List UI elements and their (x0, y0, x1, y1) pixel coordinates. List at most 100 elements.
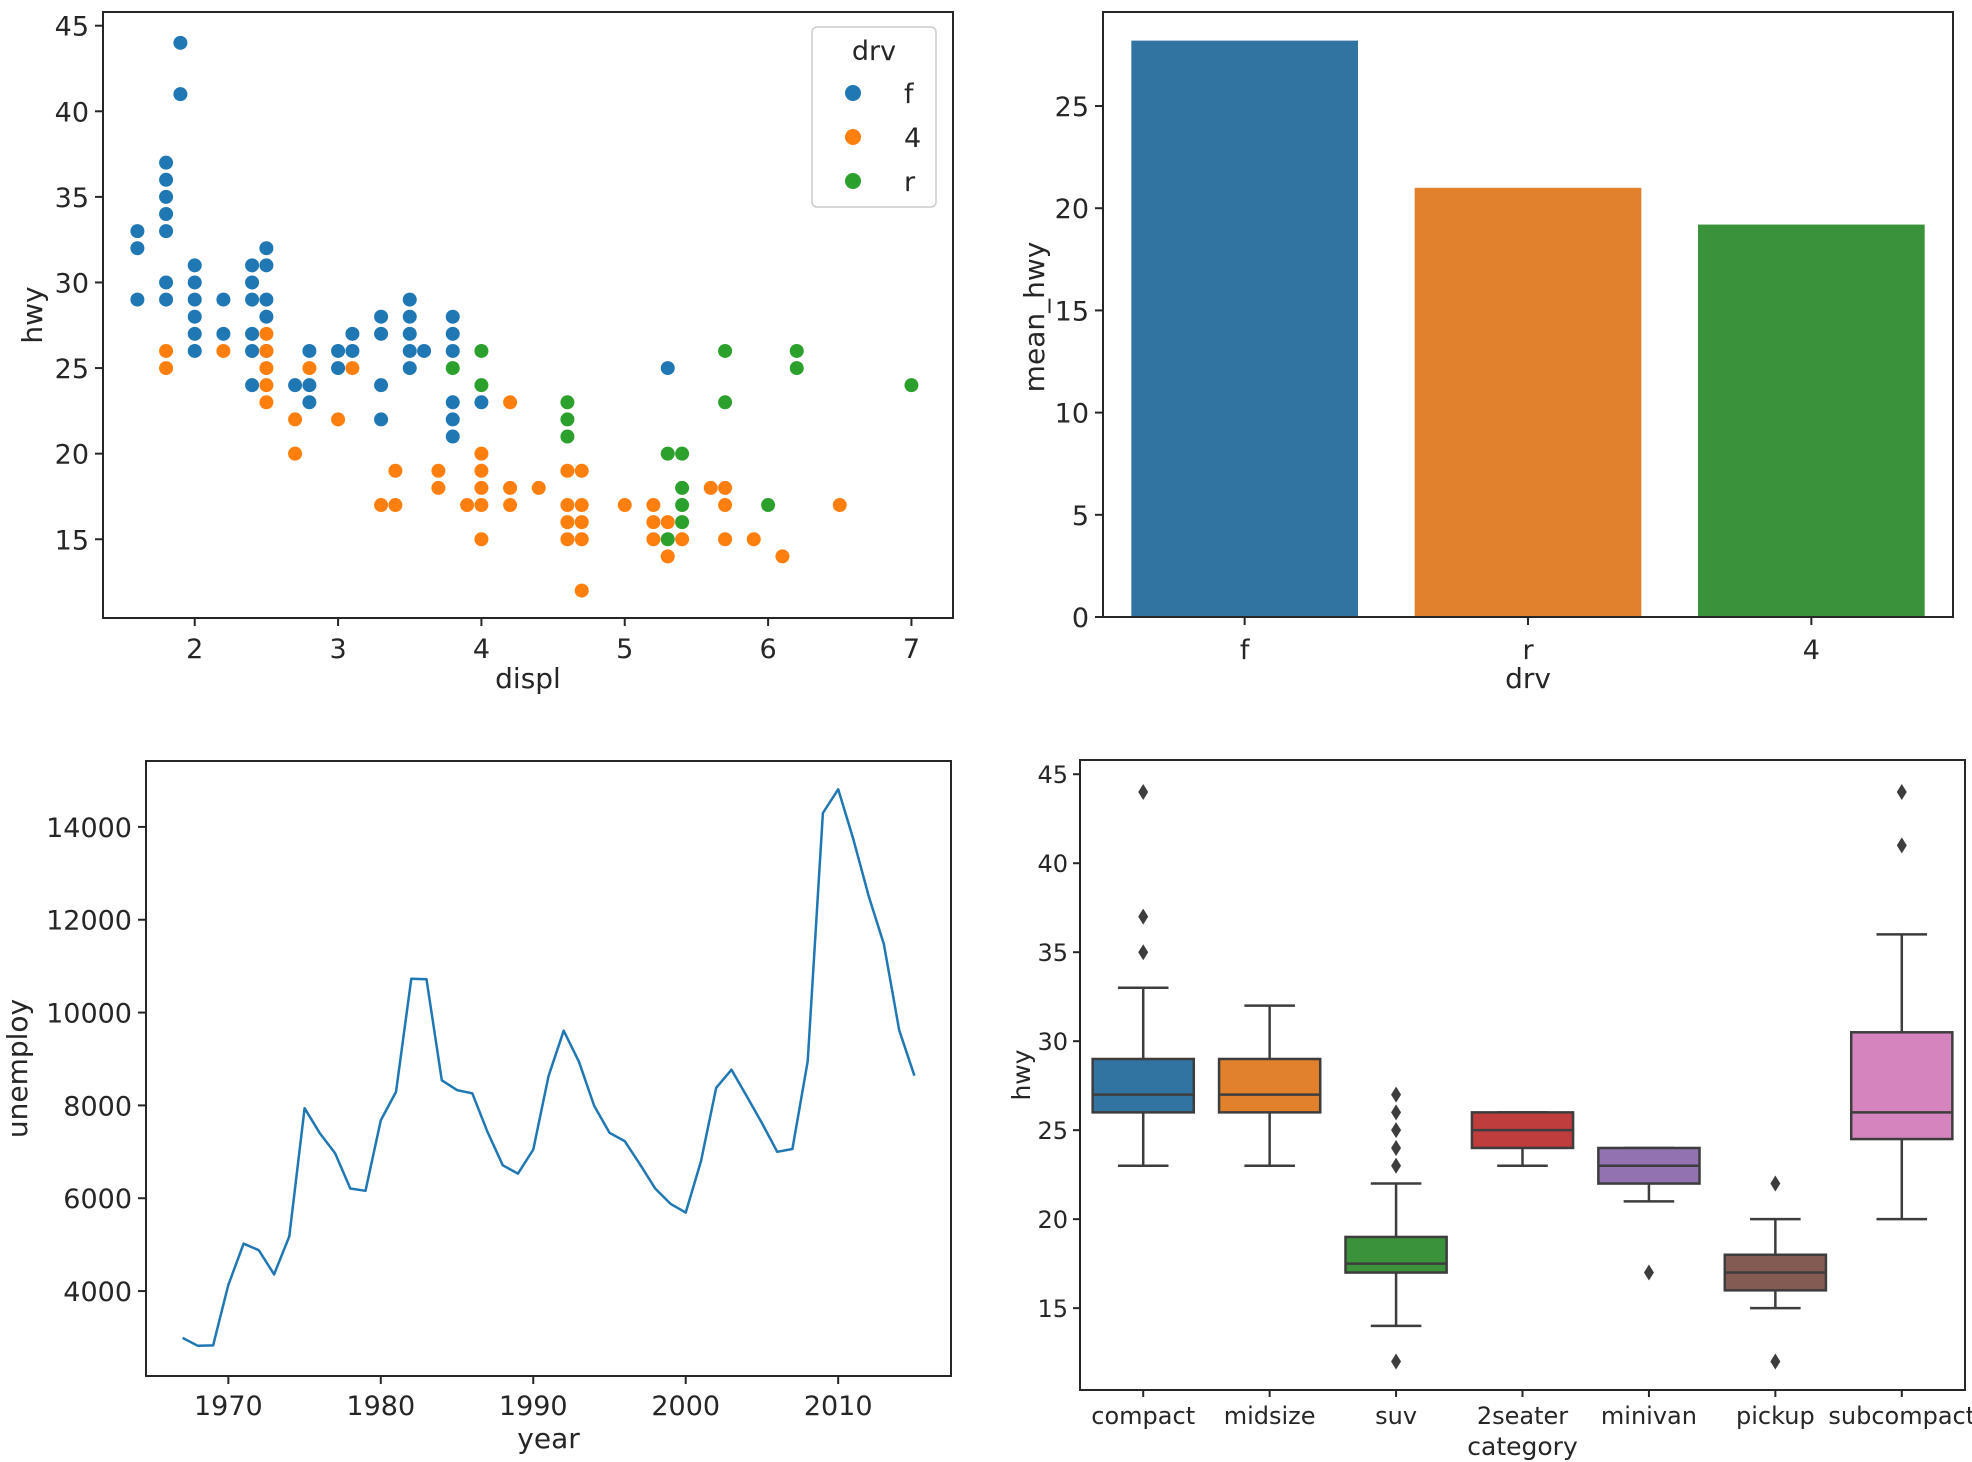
legend-marker (845, 129, 861, 145)
y-tick-label: 14000 (46, 813, 132, 844)
y-tick-label: 0 (1072, 603, 1089, 634)
scatter-point (374, 412, 389, 427)
y-tick-label: 15 (1055, 296, 1089, 327)
x-tick-label: 6 (759, 634, 776, 665)
scatter-point (130, 241, 145, 256)
scatter-point (675, 532, 690, 547)
scatter-point (216, 326, 231, 341)
scatter-point (402, 309, 417, 324)
scatter-point (259, 309, 274, 324)
scatter-point (159, 172, 174, 187)
x-tick-label: 2000 (651, 1391, 720, 1422)
box-outlier (1391, 1122, 1402, 1139)
scatter-point (617, 498, 632, 513)
scatter-point (574, 463, 589, 478)
legend-marker (845, 173, 861, 189)
x-tick-label: 4 (473, 634, 490, 665)
y-tick-label: 8000 (63, 1091, 132, 1122)
y-tick-label: 30 (55, 268, 89, 299)
y-tick-label: 40 (55, 97, 89, 128)
scatter-point (130, 292, 145, 307)
scatter-point (474, 378, 489, 393)
scatter-point (431, 480, 446, 495)
scatter-point (259, 258, 274, 273)
scatter-point (159, 207, 174, 221)
y-tick-label: 45 (1037, 761, 1068, 789)
x-tick-label: 2010 (804, 1391, 873, 1422)
x-tick-label: 3 (329, 634, 346, 665)
scatter-point (288, 446, 303, 461)
x-tick-label: 7 (903, 634, 920, 665)
scatter-point (331, 343, 346, 358)
x-axis-label: year (517, 1422, 580, 1455)
legend-box (811, 26, 937, 208)
scatter-point (402, 361, 417, 376)
scatter-point (675, 480, 690, 495)
y-tick-label: 20 (1055, 194, 1089, 225)
scatter-point (503, 395, 518, 410)
scatter-point (832, 498, 847, 513)
y-tick-label: 15 (55, 525, 89, 556)
line-panel: 1970 1980 1990 2000 2010 4000 6000 8000 10000 120… (1, 760, 952, 1455)
bar (1131, 40, 1358, 617)
x-tick-label: midsize (1224, 1402, 1316, 1430)
scatter-point (187, 275, 202, 290)
box-frame (1079, 759, 1966, 1391)
scatter-point (159, 224, 174, 239)
box-outlier (1138, 784, 1149, 801)
scatter-point (503, 498, 518, 513)
box-body (1849, 1031, 1954, 1141)
scatter-point (331, 412, 346, 427)
scatter-point (130, 224, 145, 239)
scatter-point (675, 515, 690, 530)
scatter-point (474, 446, 489, 461)
scatter-point (331, 361, 346, 376)
y-tick-label: 25 (1055, 92, 1089, 123)
scatter-frame (102, 11, 954, 619)
scatter-point (574, 515, 589, 530)
box-body (1217, 1057, 1322, 1114)
x-tick-label: pickup (1736, 1402, 1815, 1430)
scatter-point (531, 480, 546, 495)
scatter-point (187, 309, 202, 324)
y-tick-label: 5 (1072, 501, 1089, 532)
scatter-point (718, 498, 733, 513)
scatter-point (646, 532, 661, 547)
x-tick-label: compact (1091, 1402, 1195, 1430)
scatter-point (660, 446, 675, 461)
box-outlier (1391, 1157, 1402, 1174)
y-tick-label: 12000 (46, 906, 132, 937)
x-tick-label: r (1522, 635, 1534, 666)
scatter-point (718, 532, 733, 547)
scatter-point (374, 326, 389, 341)
scatter-point (560, 429, 575, 444)
scatter-point (560, 532, 575, 547)
unemploy-line (182, 788, 916, 1348)
scatter-point (718, 480, 733, 495)
scatter-point (173, 35, 188, 50)
scatter-point (159, 343, 174, 358)
y-tick-label: 6000 (63, 1184, 132, 1215)
scatter-point (345, 361, 360, 376)
scatter-point (259, 361, 274, 376)
box-body (1344, 1235, 1448, 1274)
scatter-point (374, 378, 389, 393)
scatter-point (560, 515, 575, 530)
scatter-point (187, 258, 202, 273)
scatter-point (574, 498, 589, 513)
y-tick-label: 25 (55, 354, 89, 385)
scatter-point (460, 498, 475, 513)
y-tick-label: 15 (1037, 1295, 1068, 1323)
scatter-point (159, 155, 174, 170)
scatter-point (560, 498, 575, 513)
y-tick-label: 30 (1037, 1028, 1068, 1056)
scatter-point (445, 361, 460, 376)
scatter-point (574, 532, 589, 547)
box-outlier (1138, 944, 1149, 961)
scatter-point (245, 326, 260, 341)
scatter-point (445, 412, 460, 427)
scatter-point (474, 480, 489, 495)
x-tick-label: suv (1375, 1402, 1417, 1430)
